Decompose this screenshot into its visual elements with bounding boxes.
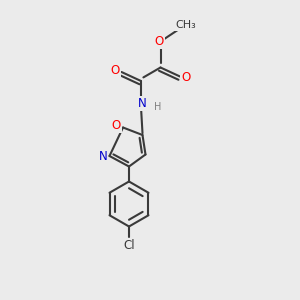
Text: O: O xyxy=(111,64,120,77)
Text: O: O xyxy=(112,119,121,132)
Text: Cl: Cl xyxy=(123,238,135,252)
Text: O: O xyxy=(154,34,164,48)
Text: N: N xyxy=(138,97,147,110)
Text: CH₃: CH₃ xyxy=(175,20,196,30)
Text: H: H xyxy=(154,101,161,112)
Text: O: O xyxy=(182,71,190,84)
Text: N: N xyxy=(98,149,107,163)
